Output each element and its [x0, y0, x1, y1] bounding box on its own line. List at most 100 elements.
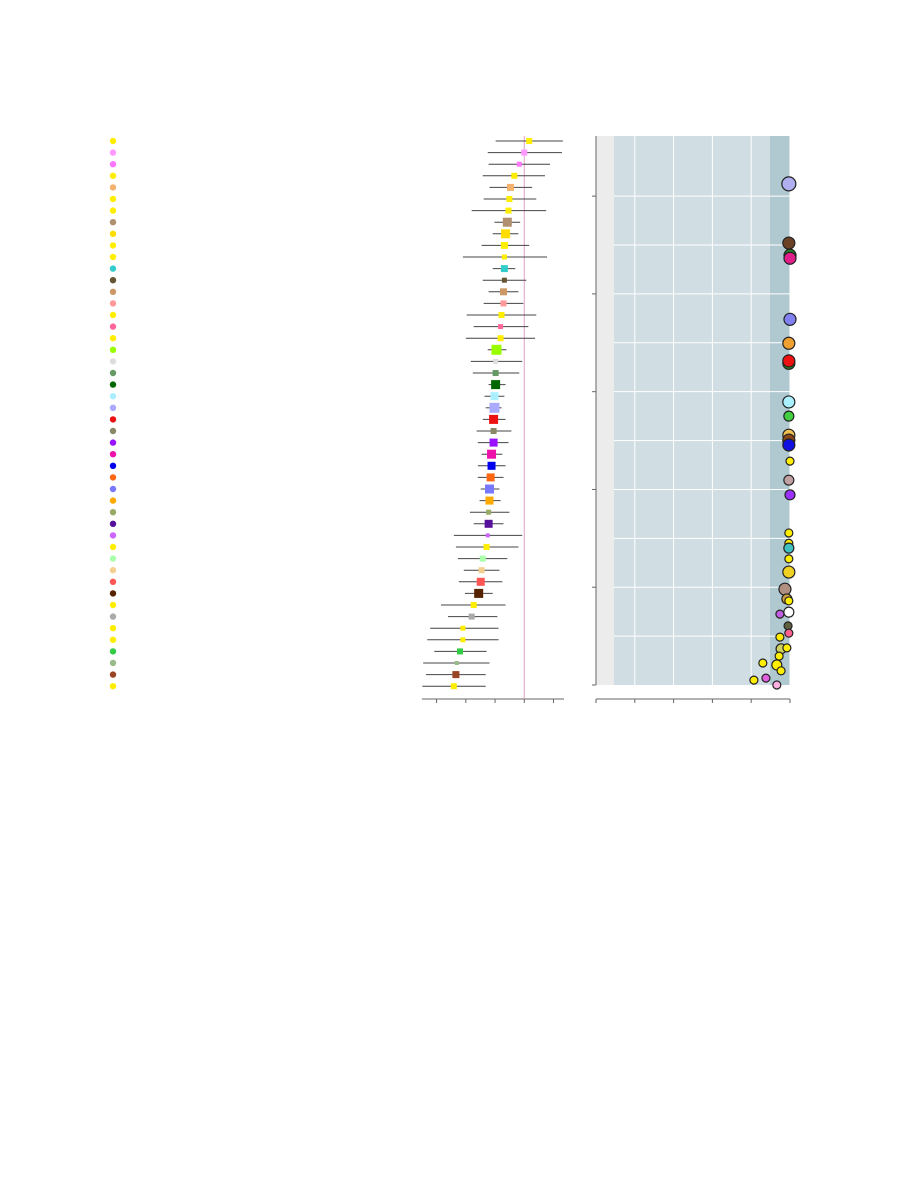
- row-marker: [109, 497, 117, 504]
- point: [782, 236, 796, 250]
- estimate: [478, 567, 485, 574]
- estimate: [489, 402, 500, 413]
- row-marker: [109, 601, 117, 609]
- point: [778, 582, 792, 596]
- estimate: [450, 683, 457, 690]
- estimate: [498, 312, 505, 318]
- estimate: [491, 380, 501, 390]
- estimate: [491, 344, 502, 355]
- row-marker: [109, 393, 117, 400]
- point: [785, 456, 795, 466]
- row-marker: [109, 323, 117, 330]
- estimate: [489, 438, 498, 447]
- estimate: [479, 555, 486, 562]
- row-marker: [109, 567, 117, 574]
- row-marker: [109, 149, 117, 156]
- estimate: [498, 324, 504, 330]
- row-marker: [109, 543, 117, 551]
- point: [783, 410, 795, 422]
- row-marker: [109, 161, 117, 168]
- row-marker: [109, 311, 117, 319]
- row-marker: [109, 590, 117, 597]
- point: [784, 528, 794, 538]
- point: [783, 542, 795, 554]
- point: [782, 565, 796, 579]
- estimate: [484, 519, 493, 528]
- estimate: [456, 648, 463, 655]
- point: [776, 666, 786, 676]
- estimate: [516, 161, 522, 167]
- point: [775, 632, 785, 642]
- point: [782, 354, 796, 368]
- row-marker: [109, 253, 117, 261]
- point: [783, 606, 795, 618]
- point: [774, 651, 784, 661]
- point: [782, 438, 796, 452]
- estimate: [501, 254, 507, 260]
- point: [758, 658, 768, 668]
- estimate: [490, 392, 499, 401]
- row-marker: [109, 335, 117, 342]
- estimate: [526, 138, 533, 144]
- estimate: [489, 414, 499, 424]
- row-marker: [109, 485, 117, 493]
- estimate: [487, 461, 496, 470]
- estimate: [493, 358, 499, 364]
- row-marker: [109, 636, 117, 643]
- row-marker: [109, 219, 117, 226]
- row-marker: [109, 346, 117, 353]
- estimate: [521, 149, 528, 156]
- point: [783, 474, 795, 486]
- row-marker: [109, 659, 117, 667]
- estimate: [500, 241, 508, 249]
- row-marker: [109, 265, 117, 272]
- row-marker: [109, 648, 117, 655]
- estimate: [485, 533, 490, 538]
- point: [761, 673, 771, 683]
- estimate: [500, 300, 507, 307]
- row-marker: [109, 416, 117, 423]
- row-marker: [109, 288, 117, 295]
- row-marker: [109, 404, 117, 411]
- estimate: [502, 217, 512, 227]
- row-marker: [109, 184, 117, 191]
- estimate: [454, 661, 459, 665]
- row-marker: [109, 520, 117, 527]
- estimate: [492, 370, 499, 376]
- estimate: [497, 335, 504, 342]
- row-marker: [109, 137, 117, 145]
- point: [784, 489, 796, 501]
- row-marker: [109, 300, 117, 307]
- row-marker: [109, 671, 117, 678]
- row-marker: [109, 625, 117, 632]
- row-marker: [109, 277, 117, 284]
- estimate: [511, 172, 518, 179]
- estimate: [487, 449, 497, 459]
- estimate: [460, 625, 466, 631]
- row-marker: [109, 474, 117, 481]
- estimate: [460, 637, 466, 643]
- panel-band: [614, 136, 770, 685]
- point: [782, 395, 796, 409]
- row-marker: [109, 578, 117, 585]
- row-marker: [109, 613, 117, 620]
- row-marker: [109, 439, 117, 446]
- estimate: [507, 183, 515, 191]
- point: [784, 554, 794, 564]
- estimate: [501, 277, 507, 283]
- row-marker: [109, 195, 117, 203]
- estimate: [500, 288, 508, 296]
- point: [772, 680, 782, 690]
- estimate: [486, 509, 492, 515]
- estimate: [506, 196, 513, 202]
- estimate: [468, 613, 475, 620]
- estimate: [484, 484, 494, 494]
- row-marker: [109, 207, 117, 214]
- row-marker: [109, 242, 117, 249]
- row-marker: [109, 532, 117, 539]
- estimate: [483, 544, 490, 550]
- row-marker: [109, 358, 117, 365]
- row-marker: [109, 172, 117, 179]
